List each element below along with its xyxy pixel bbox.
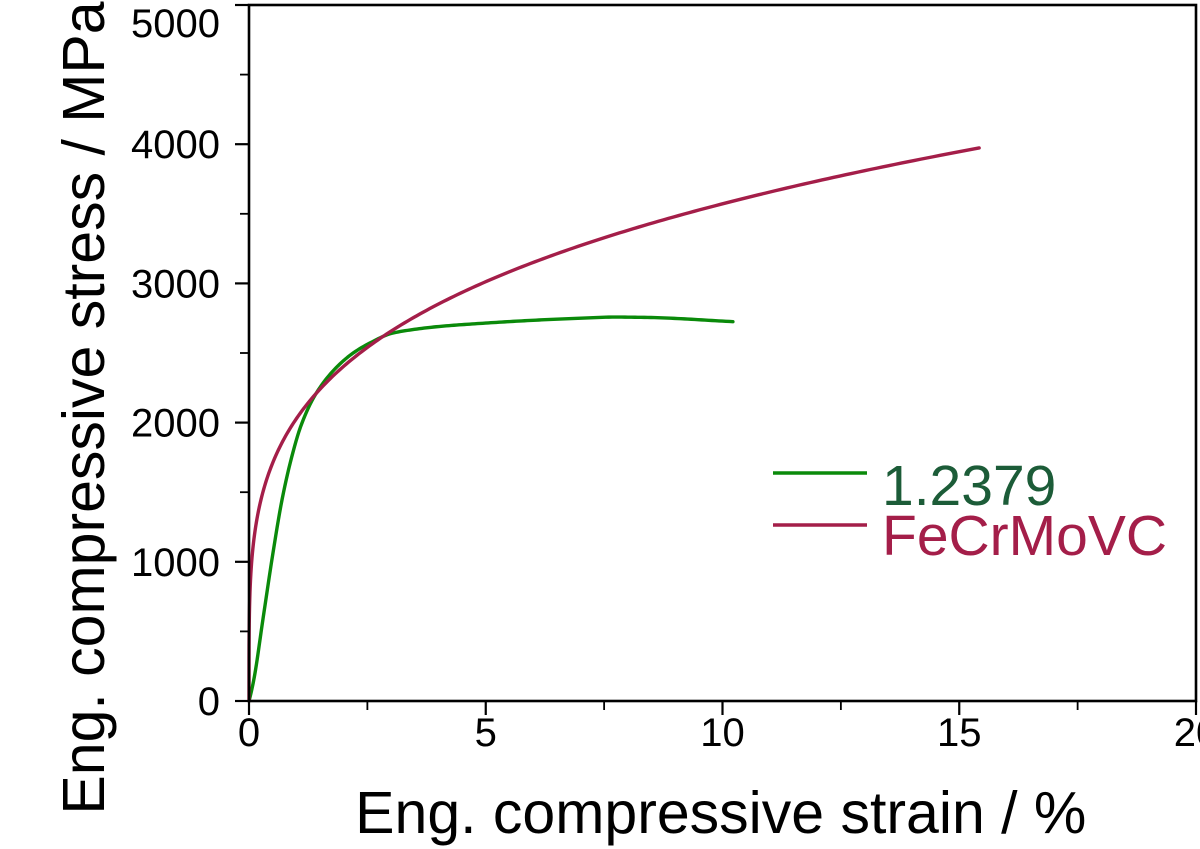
svg-text:4000: 4000 <box>131 123 220 167</box>
svg-text:20: 20 <box>1174 711 1200 755</box>
svg-text:1000: 1000 <box>131 541 220 585</box>
svg-text:Eng. compressive stress / MPa: Eng. compressive stress / MPa <box>51 1 117 814</box>
svg-text:FeCrMoVC: FeCrMoVC <box>882 504 1167 568</box>
svg-text:0: 0 <box>238 711 260 755</box>
svg-text:3000: 3000 <box>131 262 220 306</box>
svg-text:2000: 2000 <box>131 402 220 446</box>
svg-text:5: 5 <box>475 711 497 755</box>
svg-text:Eng. compressive strain / %: Eng. compressive strain / % <box>355 780 1086 846</box>
svg-text:0: 0 <box>198 680 220 724</box>
svg-text:5000: 5000 <box>131 2 220 46</box>
svg-text:15: 15 <box>937 711 982 755</box>
svg-text:10: 10 <box>700 711 745 755</box>
